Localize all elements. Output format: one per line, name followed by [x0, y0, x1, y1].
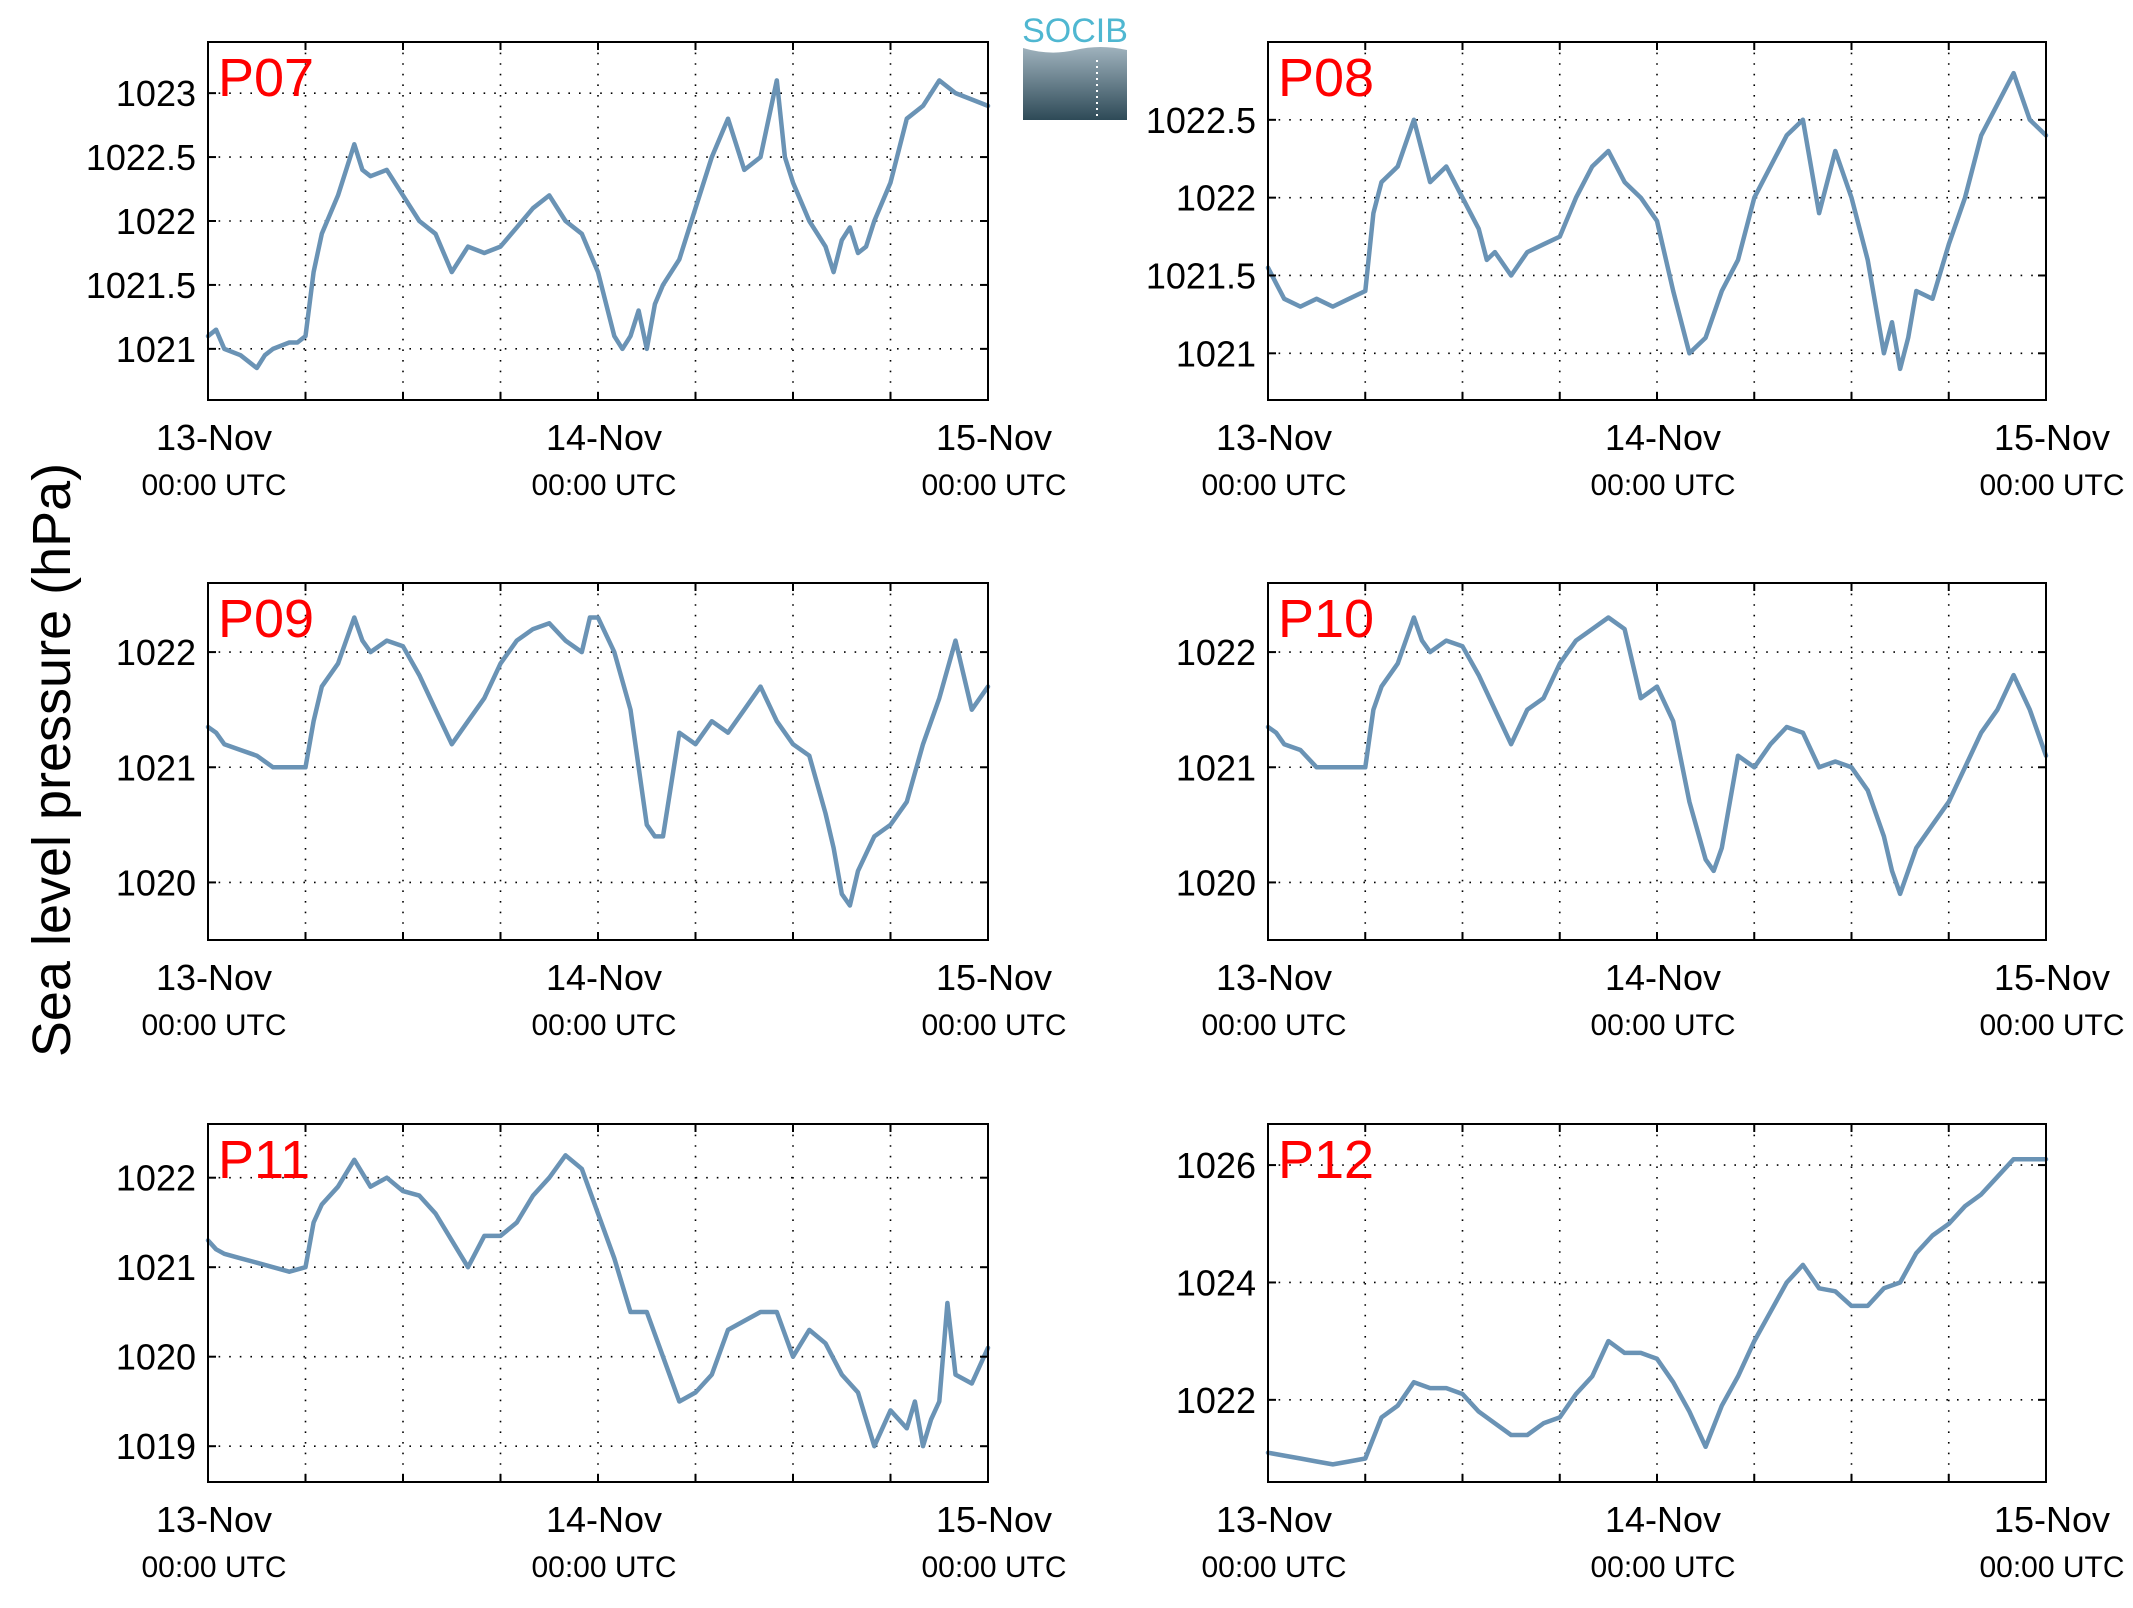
panel-p10-y-tick-label: 1022 [1176, 632, 1256, 673]
panel-p11-x-tick-label-time: 00:00 UTC [921, 1551, 1066, 1584]
socib-logo: SOCIB [1022, 12, 1128, 120]
panel-p09: 1020 1021 1022 13-Nov 00:00 UTC 14-Nov 00:00 U… [116, 582, 1067, 1042]
panel-p12-x-tick-label-time: 00:00 UTC [1201, 1551, 1346, 1584]
panel-p11-label: P11 [218, 1130, 310, 1190]
panel-p12-x-tick-label-date: 15-Nov [1994, 1499, 2110, 1540]
panel-p08-y-tick-label: 1022.5 [1146, 100, 1256, 141]
panel-p12-y-tick-label: 1024 [1176, 1262, 1256, 1303]
panel-p10-y-tick-label: 1021 [1176, 747, 1256, 788]
panel-p12: 1022 1024 1026 13-Nov 00:00 UTC 14-Nov 00:00 U… [1176, 1123, 2125, 1584]
panel-p08-y-tick-label: 1021.5 [1146, 255, 1256, 296]
panel-p09-series-line [205, 615, 991, 908]
panel-p10-x-tick-label-date: 15-Nov [1994, 957, 2110, 998]
panel-p12-y-tick-label: 1022 [1176, 1380, 1256, 1421]
panel-p08-y-tick-label: 1022 [1176, 178, 1256, 219]
panel-p08-x-tick-label-date: 15-Nov [1994, 417, 2110, 458]
panel-p11-y-tick-label: 1019 [116, 1426, 196, 1467]
panel-p10-x-tick-label-date: 13-Nov [1216, 957, 1332, 998]
panel-p10-y-tick-label: 1020 [1176, 862, 1256, 903]
panel-p07-x-tick-label-date: 15-Nov [936, 417, 1052, 458]
panel-p11-x-tick-label-time: 00:00 UTC [531, 1551, 676, 1584]
panel-p07-x-tick-label-time: 00:00 UTC [141, 469, 286, 502]
shared-y-axis-label: Sea level pressure (hPa) [22, 463, 82, 1057]
panel-p08-x-tick-label-time: 00:00 UTC [1201, 469, 1346, 502]
panel-p11-y-tick-label: 1021 [116, 1247, 196, 1288]
panel-p10-x-tick-label-time: 00:00 UTC [1590, 1009, 1735, 1042]
socib-logo-text: SOCIB [1022, 12, 1128, 50]
panel-p10: 1020 1021 1022 13-Nov 00:00 UTC 14-Nov 00:00 U… [1176, 582, 2125, 1042]
panel-p08-x-tick-label-date: 14-Nov [1605, 417, 1721, 458]
panel-p10-series-line [1265, 615, 2049, 897]
panel-p07-label: P07 [218, 48, 314, 108]
panel-p11-x-tick-label-date: 13-Nov [156, 1499, 272, 1540]
panel-p11-x-tick-label-date: 15-Nov [936, 1499, 1052, 1540]
panel-p09-x-tick-label-time: 00:00 UTC [141, 1009, 286, 1042]
panel-p08-x-tick-label-time: 00:00 UTC [1590, 469, 1735, 502]
panel-p10-x-tick-label-time: 00:00 UTC [1201, 1009, 1346, 1042]
panel-p09-x-tick-label-date: 15-Nov [936, 957, 1052, 998]
panel-p11-x-tick-label-time: 00:00 UTC [141, 1551, 286, 1584]
panel-p09-y-tick-label: 1022 [116, 632, 196, 673]
panel-p08-label: P08 [1278, 48, 1374, 108]
panel-p12-label: P12 [1278, 1130, 1374, 1190]
panel-p07-x-tick-label-time: 00:00 UTC [921, 469, 1066, 502]
panel-p12-x-tick-label-date: 13-Nov [1216, 1499, 1332, 1540]
panel-p12-y-tick-label: 1026 [1176, 1145, 1256, 1186]
panel-p07-x-tick-label-time: 00:00 UTC [531, 469, 676, 502]
panel-p11-y-tick-label: 1020 [116, 1337, 196, 1378]
panel-p12-x-tick-label-time: 00:00 UTC [1590, 1551, 1735, 1584]
panel-p08-x-tick-label-date: 13-Nov [1216, 417, 1332, 458]
panel-p09-y-tick-label: 1020 [116, 862, 196, 903]
panel-p09-x-tick-label-time: 00:00 UTC [921, 1009, 1066, 1042]
panel-p07-y-tick-label: 1021.5 [86, 265, 196, 306]
panel-p07-x-tick-label-date: 14-Nov [546, 417, 662, 458]
panel-p10-label: P10 [1278, 589, 1374, 649]
panel-p09-label: P09 [218, 589, 314, 649]
panel-p07-y-tick-label: 1023 [116, 73, 196, 114]
panel-p08: 1021 1021.5 1022 1022.5 13-Nov 00:00 UTC 14-No… [1146, 41, 2125, 502]
panel-p10-x-tick-label-time: 00:00 UTC [1979, 1009, 2124, 1042]
panel-p11-y-tick-label: 1022 [116, 1158, 196, 1199]
panel-p08-series-line [1265, 70, 2049, 372]
panel-p08-y-tick-label: 1021 [1176, 333, 1256, 374]
panel-p11-series-line [205, 1153, 991, 1449]
panel-p07-y-tick-label: 1022.5 [86, 137, 196, 178]
panel-p09-y-tick-label: 1021 [116, 747, 196, 788]
panel-p07-x-tick-label-date: 13-Nov [156, 417, 272, 458]
panel-p07: 1021 1021.5 1022 1022.5 1023 13-Nov 00:00 UTC 1… [86, 41, 1067, 502]
panel-p08-x-tick-label-time: 00:00 UTC [1979, 469, 2124, 502]
panel-p07-y-tick-label: 1022 [116, 201, 196, 242]
panel-p12-series-line [1265, 1156, 2049, 1467]
panel-p07-y-tick-label: 1021 [116, 329, 196, 370]
panel-p12-x-tick-label-time: 00:00 UTC [1979, 1551, 2124, 1584]
panel-p11: 1019 1020 1021 1022 13-Nov 00:00 UTC 14-Nov 00:… [116, 1123, 1067, 1584]
panel-p12-x-tick-label-date: 14-Nov [1605, 1499, 1721, 1540]
panel-p09-x-tick-label-time: 00:00 UTC [531, 1009, 676, 1042]
panel-p11-x-tick-label-date: 14-Nov [546, 1499, 662, 1540]
panel-p09-x-tick-label-date: 14-Nov [546, 957, 662, 998]
panel-p07-series-line [205, 78, 991, 371]
panel-p10-x-tick-label-date: 14-Nov [1605, 957, 1721, 998]
panel-p09-x-tick-label-date: 13-Nov [156, 957, 272, 998]
